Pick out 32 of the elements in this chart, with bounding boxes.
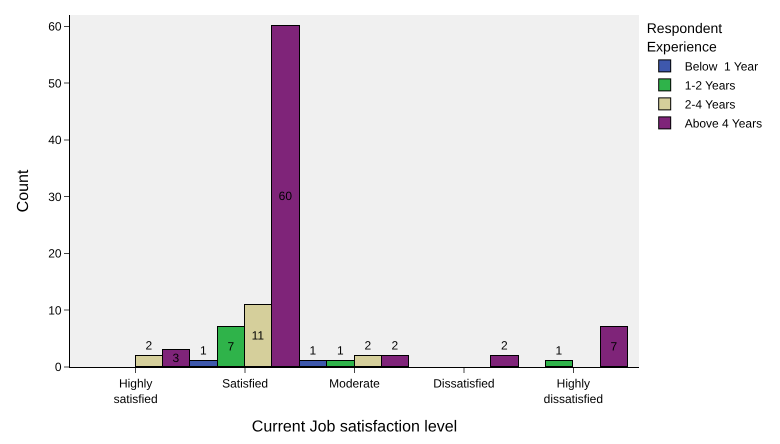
data-label: 60: [278, 189, 292, 203]
x-tick-label: Dissatisfied: [433, 376, 495, 390]
data-label: 2: [146, 338, 152, 352]
legend-title: Respondent Experience: [646, 20, 722, 54]
data-label: 7: [610, 340, 618, 354]
legend-label: Below 1 Year: [684, 60, 758, 74]
y-tick-label: 0: [54, 360, 62, 374]
x-tick-label: Satisfied: [222, 376, 268, 390]
y-tick-label: 10: [48, 303, 62, 318]
legend-label: 1-2 Years: [684, 78, 736, 93]
y-tick-label: 60: [48, 20, 62, 34]
legend-label: 2-4 Years: [684, 98, 736, 112]
x-tick-label: Highly satisfied: [114, 376, 158, 406]
x-tick-label: Highly dissatisfied: [544, 376, 604, 406]
data-label: 1: [310, 344, 316, 358]
data-label: 1: [556, 344, 562, 358]
x-tick-label: Moderate: [329, 376, 380, 390]
data-label: 1: [200, 344, 207, 358]
data-label: 3: [172, 351, 180, 365]
y-tick-label: 40: [48, 133, 62, 148]
data-label: 1: [337, 344, 344, 358]
data-label: 2: [364, 338, 372, 352]
x-axis-title: Current Job satisfaction level: [252, 418, 458, 436]
data-label: 2: [392, 338, 398, 352]
data-label: 11: [252, 328, 264, 342]
legend-label: Above 4 Years: [684, 116, 762, 131]
y-tick-label: 30: [48, 190, 62, 204]
data-label: 7: [228, 340, 234, 354]
y-tick-label: 50: [48, 76, 62, 90]
y-tick-label: 20: [48, 246, 62, 261]
y-axis-title: Count: [15, 169, 32, 212]
data-label: 2: [501, 338, 508, 352]
